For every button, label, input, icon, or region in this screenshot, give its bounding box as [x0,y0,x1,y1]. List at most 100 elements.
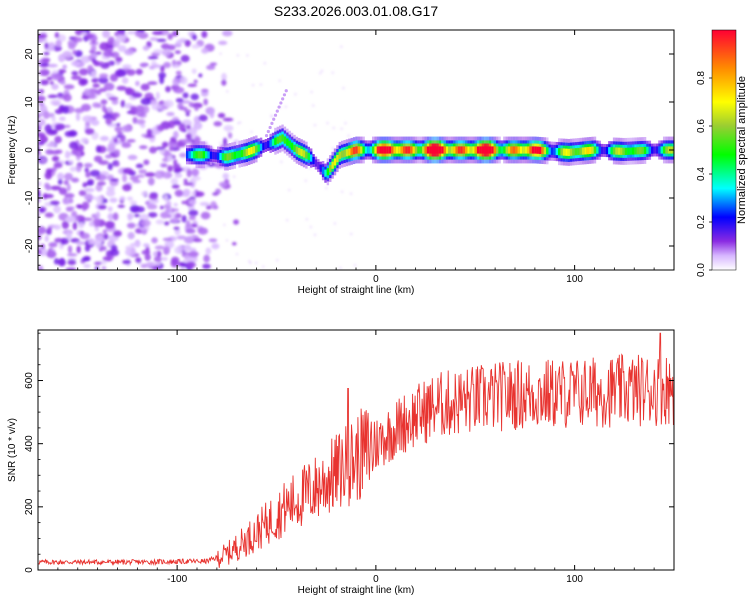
ridge-cell [643,146,647,155]
noise-speckle [63,179,69,186]
ridge-streak [268,125,272,130]
noise-speckle [38,38,48,43]
ridge-cell [398,146,401,154]
noise-speckle [38,89,45,94]
noise-speckle [122,167,134,175]
noise-speckle [84,187,95,193]
noise-speckle [70,238,80,243]
ridge-cell [617,147,621,155]
ridge-cell [651,146,654,154]
noise-speckle [185,220,191,229]
noise-speckle [235,252,239,256]
noise-speckle [65,267,77,270]
ridge-cell [577,147,580,156]
noise-speckle [173,226,180,231]
noise-speckle [187,83,198,88]
ridge-cell [565,148,568,156]
noise-speckle [163,245,171,255]
noise-speckle [255,261,258,265]
noise-speckle [116,85,127,91]
noise-speckle [114,126,123,133]
noise-speckle [100,175,107,180]
ridge-cell [329,164,332,173]
noise-speckle [39,69,50,77]
ridge-cell [236,151,239,159]
noise-speckle [124,87,133,95]
noise-speckle [50,185,62,191]
ridge-cell [629,147,632,155]
ridge-cell [262,142,265,150]
noise-speckle [99,73,109,79]
spectrogram-y-axis-label: Frequency (Hz) [7,116,18,185]
noise-speckle [168,120,175,129]
noise-speckle [223,223,226,227]
noise-speckle [188,199,197,206]
noise-speckle [47,63,58,68]
noise-speckle [209,62,218,66]
noise-speckle [124,48,134,56]
noise-speckle [200,211,211,220]
noise-speckle [82,182,88,188]
noise-speckle [221,186,224,189]
noise-speckle [167,33,173,40]
noise-speckle [112,112,121,118]
ridge-cell [529,146,532,154]
noise-speckle [159,103,165,111]
noise-speckle [79,232,90,240]
ridge-cell [350,147,353,155]
ridge-cell [240,149,244,158]
noise-speckle [111,51,120,59]
noise-speckle [141,191,148,197]
noise-speckle [115,61,121,66]
noise-speckle [248,260,251,263]
noise-speckle [145,201,150,205]
noise-speckle [139,145,148,150]
ridge-cell [479,146,482,154]
noise-speckle [135,257,142,263]
noise-speckle [75,164,82,173]
ridge-cell [393,146,396,154]
ridge-cell [412,146,415,154]
noise-speckle [38,141,45,146]
ridge-streak [272,117,276,121]
noise-speckle [62,197,71,205]
ridge-cell [209,151,213,159]
noise-speckle [183,246,190,252]
ridge-cell [419,146,423,154]
noise-speckle [78,68,89,76]
noise-speckle [94,266,100,270]
noise-speckle [50,72,62,80]
noise-speckle [146,128,153,138]
noise-speckle [101,266,107,270]
noise-speckle [140,123,146,129]
ridge-cell [352,147,356,155]
colorbar-tick-label: 0.6 [696,119,707,133]
ridge-cell [593,146,597,154]
noise-speckle [60,80,66,85]
ridge-cell [295,146,299,154]
noise-speckle [232,175,236,178]
noise-speckle [192,34,197,41]
noise-speckle [71,60,81,67]
ridge-cell [317,162,320,170]
ridge-cell [383,146,387,154]
noise-speckle [93,155,103,163]
noise-speckle [259,83,263,86]
noise-speckle [38,118,46,127]
noise-speckle [126,139,136,143]
noise-speckle [38,207,46,213]
ridge-cell [560,148,563,156]
noise-speckle [40,79,49,86]
ridge-cell [290,142,294,150]
noise-speckle [146,203,158,210]
noise-speckle [54,149,63,154]
noise-speckle [349,192,353,195]
ridge-cell [228,152,232,161]
ridge-cell [286,138,289,146]
noise-speckle [47,227,53,231]
ridge-streak [279,101,283,105]
noise-speckle [121,142,132,148]
noise-speckle [181,215,187,223]
noise-speckle [201,47,209,54]
